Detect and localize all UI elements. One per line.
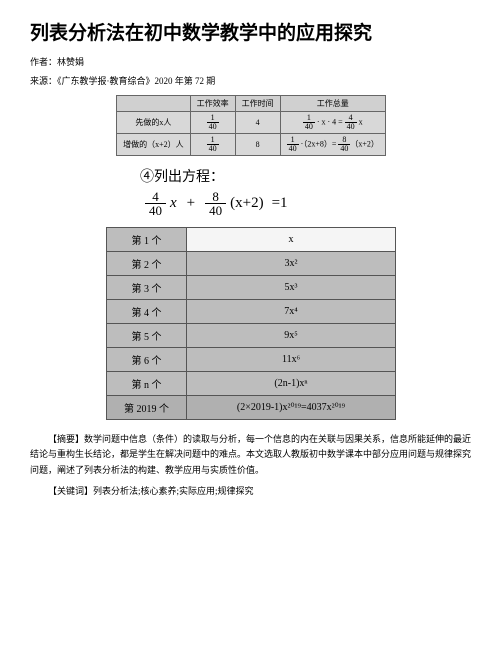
seq-value: (2n-1)xⁿ bbox=[187, 372, 396, 396]
row-total: 140 · x · 4 = 440 x bbox=[280, 112, 385, 134]
seq-value: 5x³ bbox=[187, 276, 396, 300]
work-table: 工作效率 工作时间 工作总量 先做的x人 140 4 140 · x · 4 =… bbox=[116, 95, 386, 156]
keywords-paragraph: 【关键词】列表分析法;核心素养;实际应用;规律探究 bbox=[30, 484, 472, 499]
table-row: 增做的（x+2）人 140 8 140 ·（2x+8）= 840（x+2） bbox=[117, 134, 386, 156]
seq-label: 第 6 个 bbox=[107, 348, 187, 372]
page-title: 列表分析法在初中数学教学中的应用探究 bbox=[30, 18, 472, 45]
eq-var1: x bbox=[170, 195, 177, 212]
header-time: 工作时间 bbox=[235, 96, 280, 112]
table-row: 先做的x人 140 4 140 · x · 4 = 440 x bbox=[117, 112, 386, 134]
header-rate: 工作效率 bbox=[190, 96, 235, 112]
header-blank bbox=[117, 96, 191, 112]
source-line: 来源：《广东教学报·教育综合》2020 年第 72 期 bbox=[30, 74, 472, 87]
eq-var2: (x+2) bbox=[230, 195, 263, 212]
seq-value: (2×2019-1)x²⁰¹⁹=4037x²⁰¹⁹ bbox=[187, 396, 396, 420]
seq-value: 7x⁴ bbox=[187, 300, 396, 324]
table-row: 第 4 个7x⁴ bbox=[107, 300, 396, 324]
table-row: 第 2 个3x² bbox=[107, 252, 396, 276]
seq-value: 3x² bbox=[187, 252, 396, 276]
eq-eqsign: =1 bbox=[272, 195, 288, 212]
abstract-paragraph: 【摘要】数学问题中信息（条件）的读取与分析，每一个信息的内在关联与因果关系，信息… bbox=[30, 432, 472, 478]
table-row: 第 n 个(2n-1)xⁿ bbox=[107, 372, 396, 396]
header-total: 工作总量 bbox=[280, 96, 385, 112]
table-row: 第 3 个5x³ bbox=[107, 276, 396, 300]
table-row: 第 5 个9x⁵ bbox=[107, 324, 396, 348]
row-label: 先做的x人 bbox=[117, 112, 191, 134]
seq-value: 11x⁶ bbox=[187, 348, 396, 372]
row-label: 增做的（x+2）人 bbox=[117, 134, 191, 156]
equation-title: ④列出方程： bbox=[140, 166, 472, 186]
row-rate: 140 bbox=[190, 112, 235, 134]
seq-label: 第 5 个 bbox=[107, 324, 187, 348]
seq-label: 第 1 个 bbox=[107, 228, 187, 252]
table-2-wrap: 第 1 个x第 2 个3x²第 3 个5x³第 4 个7x⁴第 5 个9x⁵第 … bbox=[30, 227, 472, 420]
row-total: 140 ·（2x+8）= 840（x+2） bbox=[280, 134, 385, 156]
seq-label: 第 3 个 bbox=[107, 276, 187, 300]
seq-value: 9x⁵ bbox=[187, 324, 396, 348]
equation: 440 x + 840 (x+2) =1 bbox=[145, 190, 472, 217]
eq-plus: + bbox=[187, 195, 195, 212]
table-row: 第 2019 个(2×2019-1)x²⁰¹⁹=4037x²⁰¹⁹ bbox=[107, 396, 396, 420]
row-time: 4 bbox=[235, 112, 280, 134]
seq-label: 第 2 个 bbox=[107, 252, 187, 276]
seq-label: 第 n 个 bbox=[107, 372, 187, 396]
table-row: 第 6 个11x⁶ bbox=[107, 348, 396, 372]
table-row: 第 1 个x bbox=[107, 228, 396, 252]
row-rate: 140 bbox=[190, 134, 235, 156]
table-1-wrap: 工作效率 工作时间 工作总量 先做的x人 140 4 140 · x · 4 =… bbox=[30, 95, 472, 156]
row-time: 8 bbox=[235, 134, 280, 156]
table-header-row: 工作效率 工作时间 工作总量 bbox=[117, 96, 386, 112]
seq-label: 第 2019 个 bbox=[107, 396, 187, 420]
sequence-table: 第 1 个x第 2 个3x²第 3 个5x³第 4 个7x⁴第 5 个9x⁵第 … bbox=[106, 227, 396, 420]
seq-value: x bbox=[187, 228, 396, 252]
author-line: 作者：林赞娟 bbox=[30, 55, 472, 68]
seq-label: 第 4 个 bbox=[107, 300, 187, 324]
